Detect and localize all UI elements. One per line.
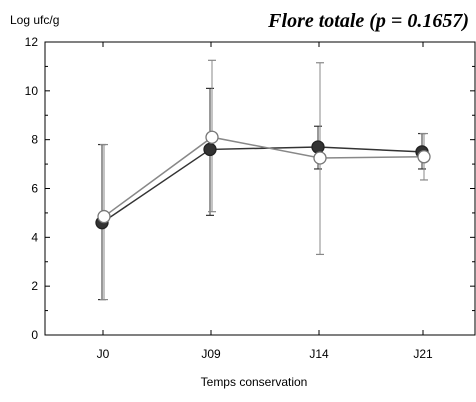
y-tick-label: 0 <box>31 328 38 342</box>
y-tick-label: 2 <box>31 279 38 293</box>
x-tick-label: J09 <box>201 347 221 361</box>
y-axis-label: Log ufc/g <box>10 13 59 27</box>
chart-title: Flore totale (p = 0.1657) <box>267 10 469 32</box>
y-tick-label: 4 <box>31 230 38 244</box>
plot-frame <box>44 41 476 336</box>
series-line <box>101 146 423 224</box>
chart-marks <box>95 59 431 301</box>
series-line <box>103 136 425 218</box>
x-tick-label: J0 <box>97 347 110 361</box>
data-point <box>203 142 217 157</box>
y-tick-label: 6 <box>31 182 38 196</box>
y-tick-label: 8 <box>31 133 38 147</box>
data-point <box>97 209 111 224</box>
data-point <box>311 140 325 154</box>
x-tick-label: J14 <box>309 347 329 361</box>
x-tick-label: J21 <box>413 347 433 361</box>
y-tick-label: 12 <box>25 35 39 49</box>
x-axis-label: Temps conservation <box>201 375 308 389</box>
data-point <box>313 151 327 165</box>
y-tick-label: 10 <box>25 84 39 98</box>
data-point <box>417 150 431 164</box>
data-point <box>205 130 219 144</box>
axis-ticks: 0 2 4 6 8 10 12 J0 J09 J14 J21 <box>25 35 475 361</box>
